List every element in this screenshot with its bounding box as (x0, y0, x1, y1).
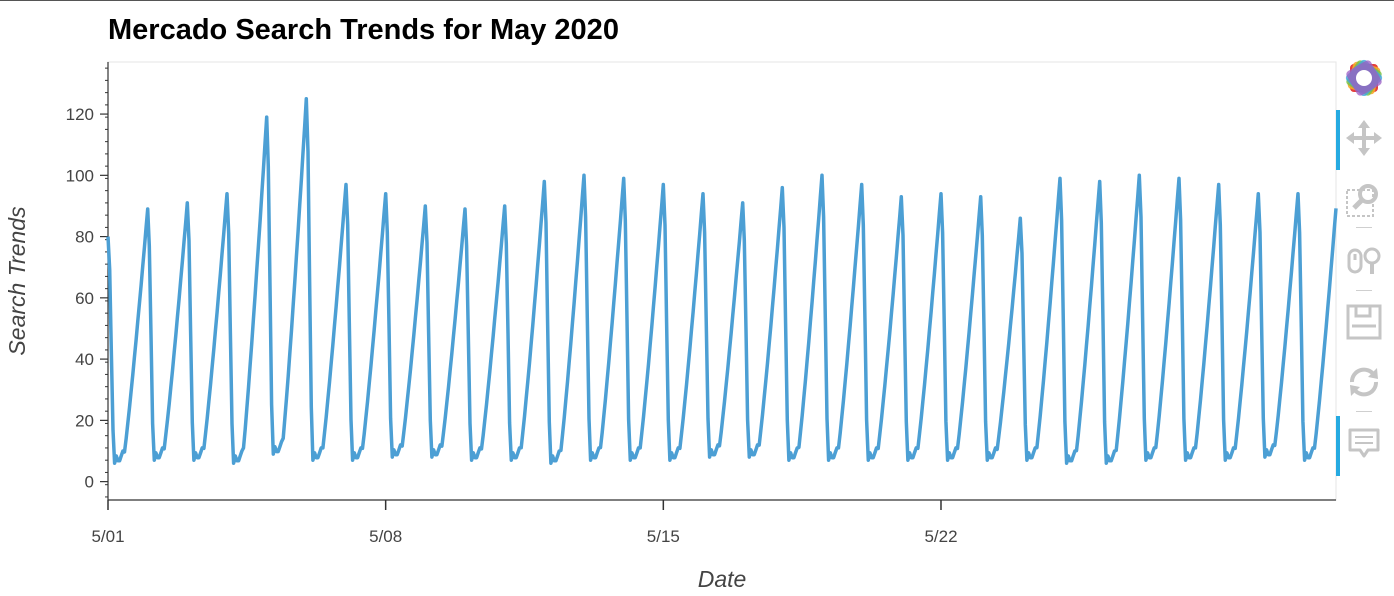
y-tick-label: 100 (66, 166, 94, 185)
y-tick-label: 20 (75, 411, 94, 430)
pan-icon[interactable] (1344, 118, 1384, 158)
y-tick-label: 40 (75, 350, 94, 369)
y-tick-label: 120 (66, 105, 94, 124)
save-icon[interactable] (1344, 302, 1384, 342)
x-axis: 5/01 5/08 5/15 5/22 (91, 499, 1336, 546)
wheel-zoom-icon[interactable] (1344, 240, 1384, 280)
box-zoom-icon[interactable] (1344, 178, 1384, 218)
x-tick-label: 5/15 (647, 527, 680, 546)
y-axis: 0 20 40 60 80 100 120 (66, 62, 109, 500)
x-axis-label: Date (698, 566, 747, 592)
y-tick-label: 0 (85, 473, 94, 492)
top-border (0, 0, 1394, 1)
toolbar-separator (1356, 411, 1372, 412)
x-tick-label: 5/22 (924, 527, 957, 546)
reset-icon[interactable] (1344, 362, 1384, 402)
y-tick-label: 80 (75, 228, 94, 247)
y-axis-label: Search Trends (4, 206, 30, 356)
y-tick-label: 60 (75, 289, 94, 308)
toolbar-separator (1356, 290, 1372, 291)
bokeh-logo-icon[interactable] (1344, 56, 1384, 97)
pan-active-indicator (1336, 110, 1340, 170)
chart-title: Mercado Search Trends for May 2020 (108, 14, 619, 46)
hover-active-indicator (1336, 416, 1340, 476)
series-line (106, 97, 1338, 465)
x-tick-label: 5/01 (91, 527, 124, 546)
toolbar-separator (1356, 227, 1372, 228)
chart-toolbar (1336, 50, 1394, 490)
x-tick-label: 5/08 (369, 527, 402, 546)
hover-icon[interactable] (1344, 424, 1384, 464)
